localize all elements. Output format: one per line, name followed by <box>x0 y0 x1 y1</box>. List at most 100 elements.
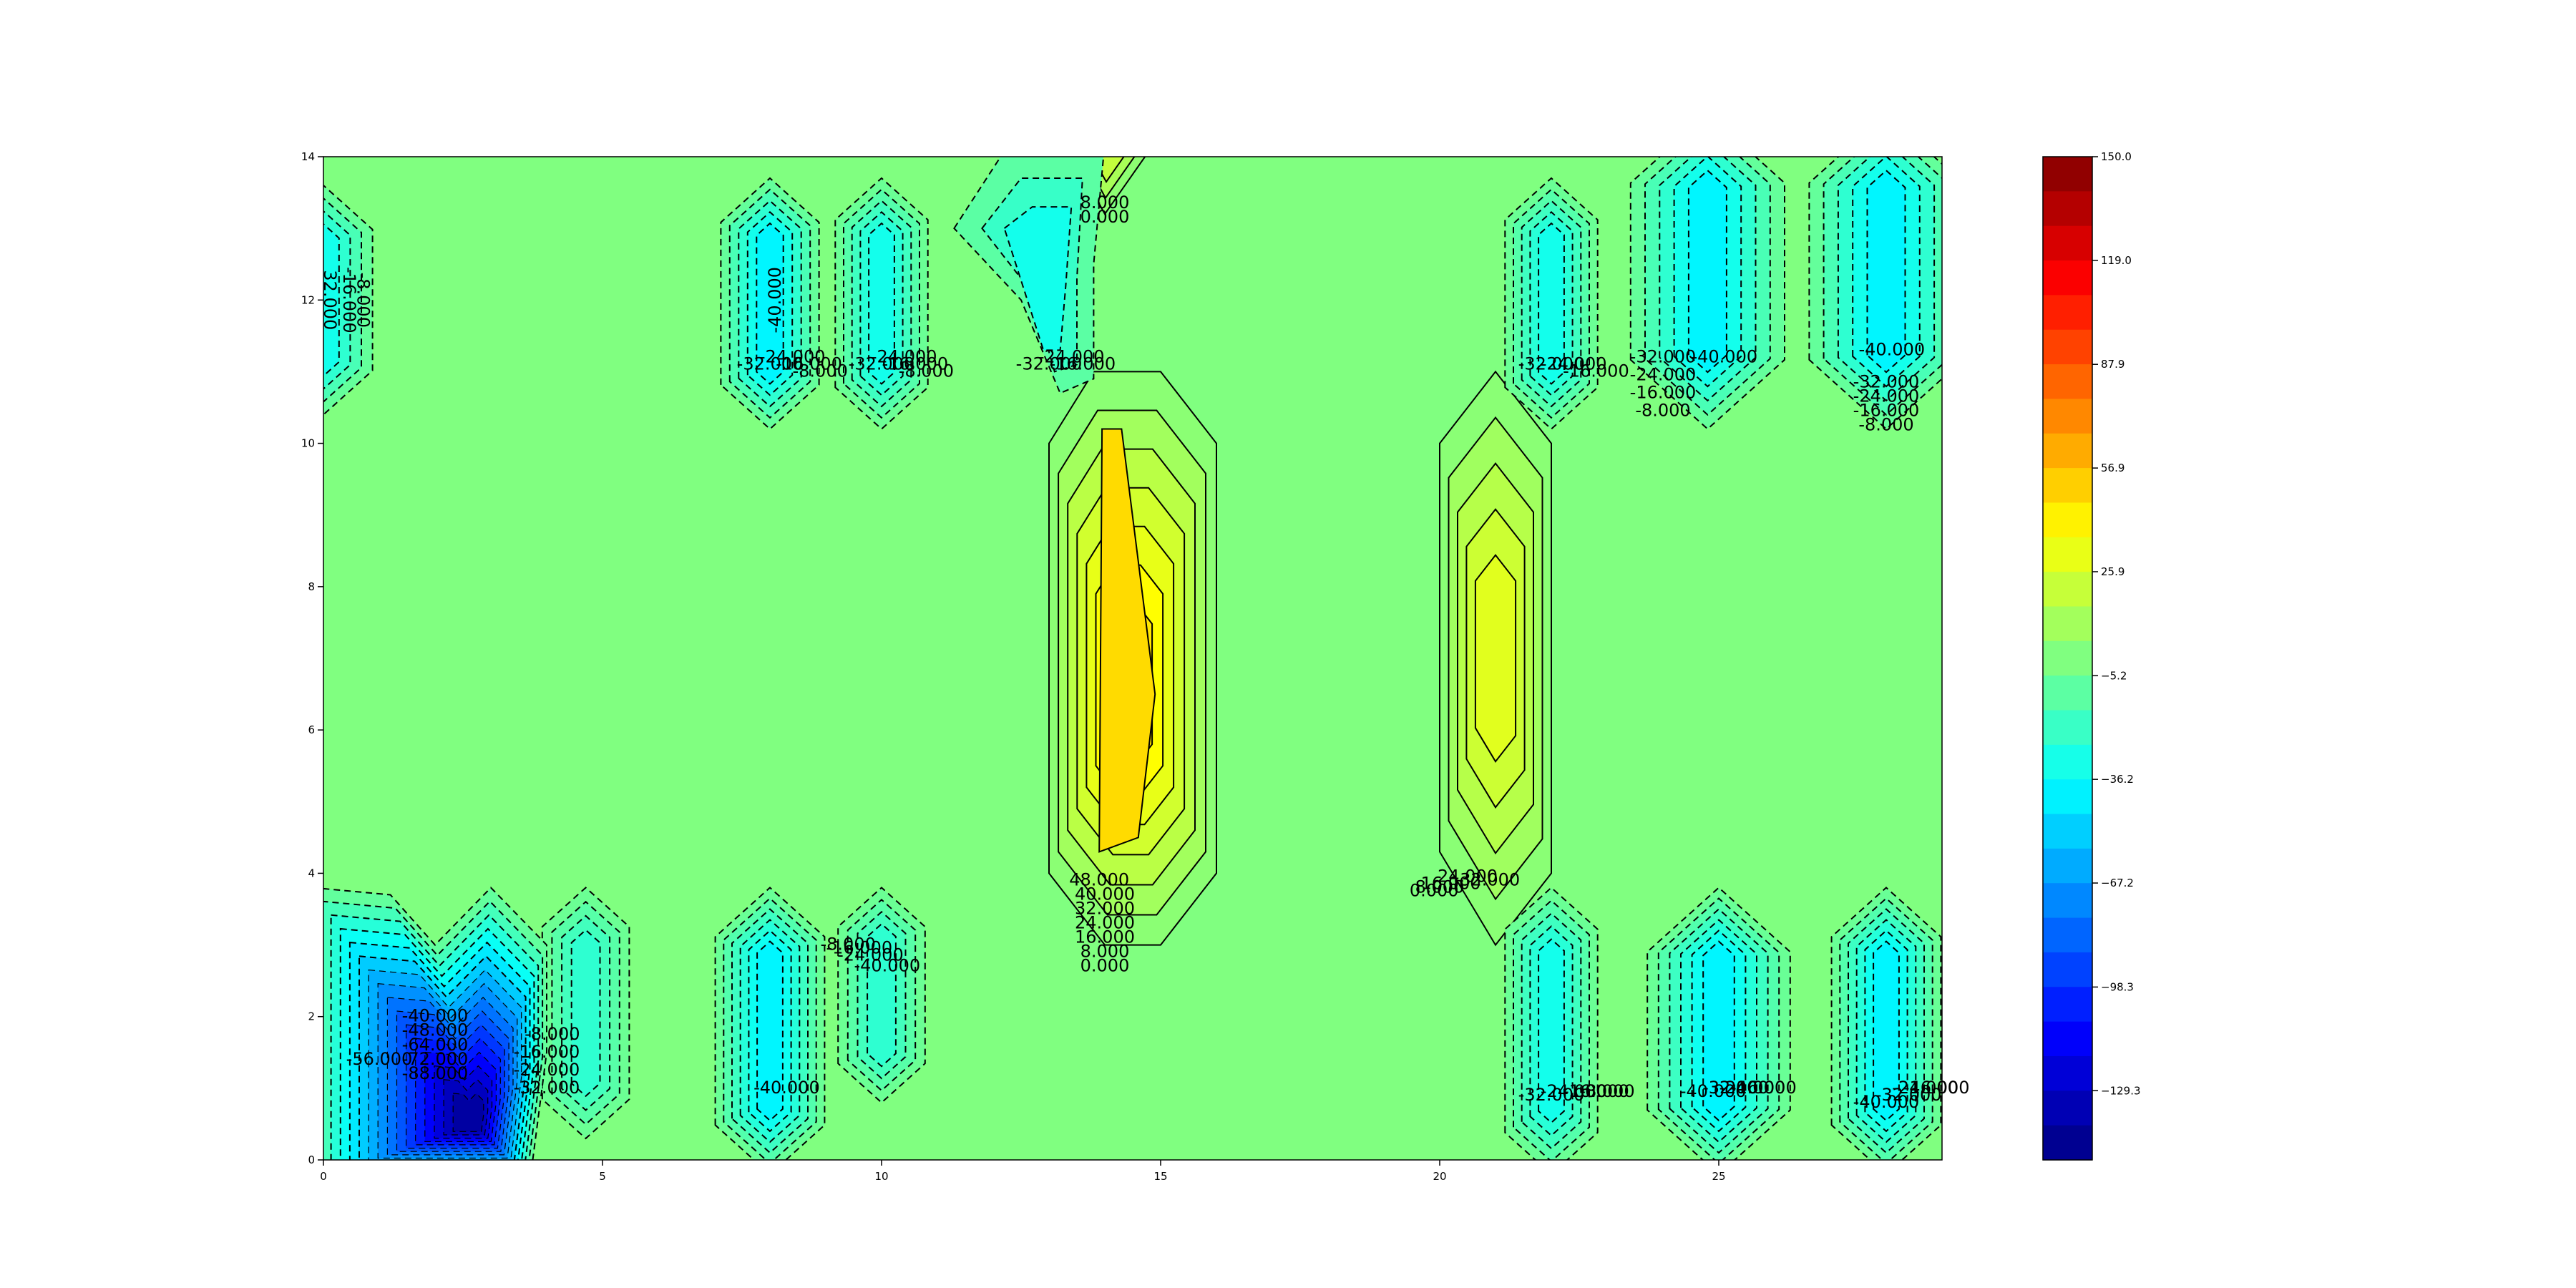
colorbar-band <box>2043 917 2092 953</box>
negative-lobe-bottom-5 <box>1830 887 1942 1160</box>
colorbar-band <box>2043 883 2092 919</box>
contour-label: -16.000 <box>1730 1078 1797 1098</box>
contour-label: 8.000 <box>1415 877 1465 897</box>
negative-lobe-bottom-2 <box>837 887 926 1104</box>
colorbar-band <box>2043 572 2092 608</box>
contour-label: -24.000 <box>837 945 904 965</box>
contour-label: 16.000 <box>1421 873 1481 893</box>
contour-level <box>1003 206 1073 351</box>
contour-label: -24.000 <box>759 346 826 366</box>
contour-level <box>570 929 601 1098</box>
contour-label: -24.000 <box>1038 346 1105 366</box>
contour-label: -16.000 <box>1049 353 1116 374</box>
negative-lobe-top-4 <box>1629 157 1785 430</box>
contour-label: -8.000 <box>899 361 954 381</box>
colorbar-band <box>2043 814 2092 849</box>
negative-lobe-top-5 <box>1808 157 1942 430</box>
contour-label: 48.000 <box>1069 869 1129 889</box>
colorbar-band <box>2043 675 2092 711</box>
contour-label: -40.000 <box>402 1006 469 1026</box>
contour-label: -32.000 <box>1016 353 1083 374</box>
positive-band-right <box>1439 370 1552 947</box>
colorbar-tick-label: −98.3 <box>2101 980 2134 993</box>
contour-label: -24.000 <box>871 346 937 366</box>
negative-lobe-bottom-1 <box>714 887 826 1160</box>
colorbar-band <box>2043 606 2092 642</box>
colorbar-tick-label: 119.0 <box>2101 254 2132 267</box>
colorbar-band <box>2043 157 2092 192</box>
contour-label: -48.000 <box>402 1020 469 1040</box>
colorbar-band <box>2043 779 2092 815</box>
colorbar-tick-label: −67.2 <box>2101 877 2134 889</box>
contour-label: -64.000 <box>402 1035 469 1055</box>
colorbar-tick-label: 150.0 <box>2101 150 2132 163</box>
contour-level <box>1873 940 1900 1122</box>
contour-label: -32.000 <box>514 1078 580 1098</box>
contour-label: -24.000 <box>1719 1078 1785 1098</box>
x-tick-label: 0 <box>320 1170 327 1183</box>
colorbar-band <box>2043 329 2092 365</box>
colorbar-band <box>2043 468 2092 504</box>
contour-label: -32.000 <box>1853 371 1920 391</box>
colorbar-band <box>2043 952 2092 987</box>
contour-label: -16.000 <box>776 353 842 374</box>
contour-label: -32.000 <box>737 353 804 374</box>
colorbar-frame <box>2042 156 2093 1161</box>
contour-label: -16.000 <box>514 1042 580 1062</box>
contour-peak <box>1098 428 1156 853</box>
contour-label: 8.000 <box>1080 192 1130 213</box>
x-tick-label: 5 <box>599 1170 606 1183</box>
contour-label: -24.000 <box>1541 1081 1607 1101</box>
contour-level <box>756 940 784 1122</box>
contour-label: -40.000 <box>1680 1081 1747 1101</box>
colorbar-band <box>2043 1125 2092 1161</box>
negative-lobe-top-2 <box>834 177 929 430</box>
colorbar-tick-label: −129.3 <box>2101 1084 2141 1097</box>
plot-frame <box>323 156 1943 1161</box>
colorbar-band <box>2043 987 2092 1023</box>
negative-lobe-top-1 <box>720 177 820 430</box>
contour-label: -56.000 <box>346 1049 413 1069</box>
y-axis: 0 2 4 6 8 10 12 14 <box>301 150 323 1166</box>
x-tick-label: 25 <box>1712 1170 1725 1183</box>
y-tick-label: 0 <box>308 1153 315 1166</box>
contour-label: 32.000 <box>1075 899 1135 919</box>
contour-label: -40.000 <box>753 1078 820 1098</box>
contour-level <box>867 922 897 1068</box>
x-tick-label: 20 <box>1433 1170 1446 1183</box>
contour-label: -16.000 <box>1563 361 1629 381</box>
contour-label: 0.000 <box>1080 207 1130 227</box>
colorbar-band <box>2043 225 2092 261</box>
x-tick-label: 15 <box>1153 1170 1167 1183</box>
colorbar-band <box>2043 502 2092 538</box>
y-tick-label: 2 <box>308 1010 315 1023</box>
negative-bottom-left <box>323 887 547 1160</box>
contour-label: 24.000 <box>1438 866 1498 886</box>
contour-label: -72.000 <box>402 1049 469 1069</box>
contour-label: -8.000 <box>1858 415 1913 435</box>
contour-label: -32.000 <box>1875 1085 1942 1105</box>
colorbar-band <box>2043 260 2092 296</box>
contour-label: -16.000 <box>1903 1078 1970 1098</box>
contour-level <box>1474 554 1517 763</box>
contour-label: -32.000 <box>1630 346 1697 366</box>
x-tick-label: 10 <box>874 1170 888 1183</box>
contour-label: -88.000 <box>402 1063 469 1083</box>
contour-label: 24.000 <box>1075 913 1135 933</box>
contour-label: -16.000 <box>882 353 948 374</box>
colorbar-band <box>2043 295 2092 331</box>
contour-label: -8.000 <box>525 1024 580 1044</box>
contour-label: -8.000 <box>821 935 876 955</box>
y-tick-label: 12 <box>301 293 315 306</box>
contour-label: -24.000 <box>1892 1078 1958 1098</box>
contour-level <box>868 222 895 385</box>
contour-label: -32.000 <box>1518 353 1585 374</box>
contour-level <box>452 1093 484 1132</box>
contour-label: 16.000 <box>1075 927 1135 947</box>
colorbar-band <box>2043 848 2092 884</box>
contour-label: -8.000 <box>1579 1081 1634 1101</box>
contour-label: -8.000 <box>793 361 848 381</box>
colorbar-tick-label: 25.9 <box>2101 565 2124 578</box>
contour-label: 0.000 <box>1410 880 1459 900</box>
contour-label: 0.000 <box>1080 956 1130 976</box>
